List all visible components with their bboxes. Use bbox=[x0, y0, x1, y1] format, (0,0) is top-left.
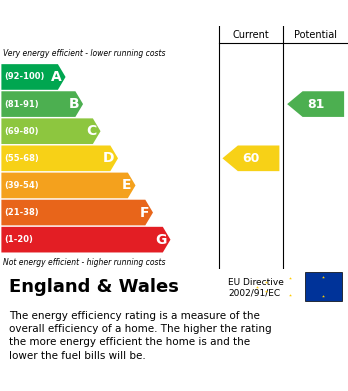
Polygon shape bbox=[1, 64, 65, 90]
Text: 2002/91/EC: 2002/91/EC bbox=[228, 288, 280, 297]
Text: (39-54): (39-54) bbox=[4, 181, 39, 190]
Text: E: E bbox=[122, 178, 132, 192]
Text: F: F bbox=[140, 206, 149, 219]
Text: EU Directive: EU Directive bbox=[228, 278, 284, 287]
Text: (1-20): (1-20) bbox=[4, 235, 33, 244]
Text: England & Wales: England & Wales bbox=[9, 278, 179, 296]
Text: C: C bbox=[86, 124, 97, 138]
Polygon shape bbox=[1, 91, 83, 117]
Polygon shape bbox=[1, 145, 118, 171]
Text: A: A bbox=[51, 70, 62, 84]
Text: (81-91): (81-91) bbox=[4, 100, 39, 109]
Text: Potential: Potential bbox=[294, 30, 337, 40]
Text: 60: 60 bbox=[242, 152, 260, 165]
Text: B: B bbox=[69, 97, 79, 111]
Text: (92-100): (92-100) bbox=[4, 72, 45, 81]
Polygon shape bbox=[1, 172, 135, 198]
Text: Not energy efficient - higher running costs: Not energy efficient - higher running co… bbox=[3, 258, 165, 267]
Text: (55-68): (55-68) bbox=[4, 154, 39, 163]
Polygon shape bbox=[1, 200, 153, 225]
Text: Current: Current bbox=[232, 30, 269, 40]
Text: The energy efficiency rating is a measure of the
overall efficiency of a home. T: The energy efficiency rating is a measur… bbox=[9, 311, 271, 361]
Text: D: D bbox=[103, 151, 114, 165]
Text: Energy Efficiency Rating: Energy Efficiency Rating bbox=[69, 5, 279, 20]
Polygon shape bbox=[1, 227, 171, 253]
Text: (69-80): (69-80) bbox=[4, 127, 39, 136]
Text: (21-38): (21-38) bbox=[4, 208, 39, 217]
Polygon shape bbox=[287, 91, 344, 117]
Text: G: G bbox=[155, 233, 167, 247]
Polygon shape bbox=[222, 145, 279, 171]
Text: 81: 81 bbox=[307, 98, 324, 111]
Polygon shape bbox=[1, 118, 101, 144]
FancyBboxPatch shape bbox=[304, 272, 342, 301]
Text: Very energy efficient - lower running costs: Very energy efficient - lower running co… bbox=[3, 49, 165, 58]
